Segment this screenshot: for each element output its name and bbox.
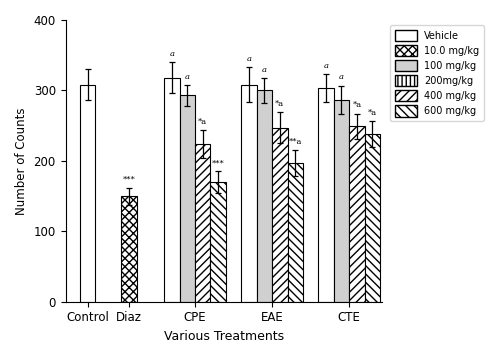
Text: *a: *a bbox=[368, 109, 377, 117]
Bar bbox=[121, 196, 136, 302]
Text: ***: *** bbox=[212, 159, 224, 167]
Text: a: a bbox=[185, 73, 190, 81]
Bar bbox=[164, 78, 180, 302]
Text: *a: *a bbox=[275, 100, 284, 108]
Bar bbox=[334, 100, 349, 302]
Y-axis label: Number of Counts: Number of Counts bbox=[15, 107, 28, 214]
Text: a: a bbox=[246, 55, 252, 63]
Text: *a: *a bbox=[352, 101, 362, 110]
Bar bbox=[180, 95, 195, 302]
Text: a: a bbox=[324, 62, 328, 70]
Bar bbox=[272, 128, 287, 302]
Bar bbox=[364, 134, 380, 302]
X-axis label: Various Treatments: Various Treatments bbox=[164, 330, 284, 343]
Text: a: a bbox=[262, 66, 267, 73]
Bar bbox=[318, 88, 334, 302]
Bar bbox=[210, 182, 226, 302]
Bar bbox=[195, 144, 210, 302]
Text: **a: **a bbox=[288, 138, 302, 146]
Bar bbox=[349, 126, 364, 302]
Text: a: a bbox=[170, 50, 174, 58]
Bar bbox=[256, 91, 272, 302]
Bar bbox=[80, 85, 96, 302]
Bar bbox=[288, 163, 303, 302]
Text: *a: *a bbox=[198, 118, 207, 126]
Legend: Vehicle, 10.0 mg/kg, 100 mg/kg, 200mg/kg, 400 mg/kg, 600 mg/kg: Vehicle, 10.0 mg/kg, 100 mg/kg, 200mg/kg… bbox=[390, 25, 484, 121]
Text: ***: *** bbox=[122, 175, 135, 183]
Bar bbox=[241, 85, 256, 302]
Text: a: a bbox=[339, 73, 344, 81]
